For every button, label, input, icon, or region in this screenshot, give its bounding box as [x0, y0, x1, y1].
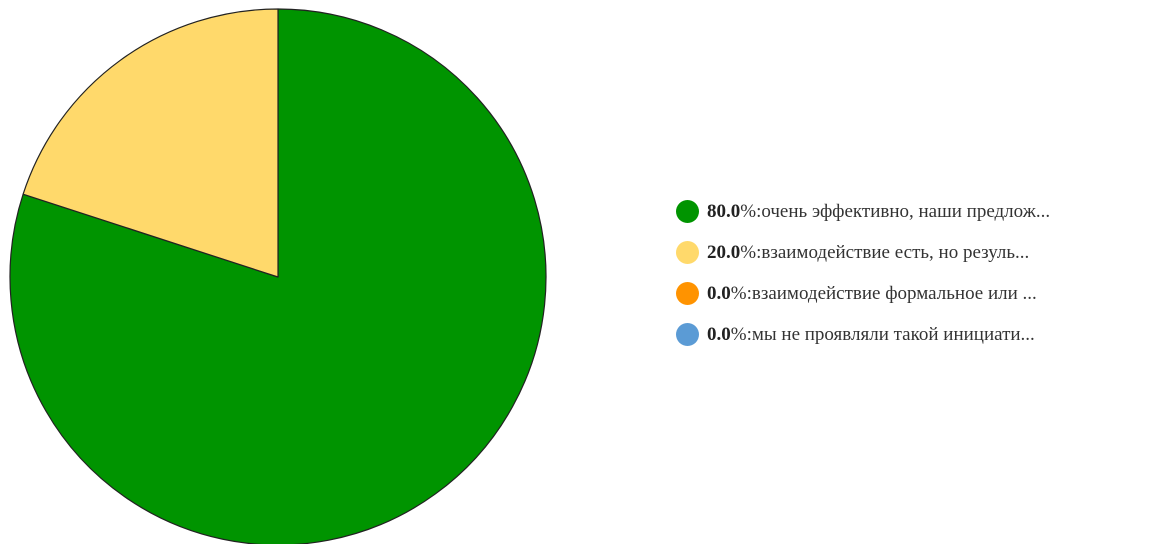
legend-dot-3 — [676, 323, 699, 346]
legend-dot-2 — [676, 282, 699, 305]
legend-percent-suffix-1: %: — [740, 241, 762, 263]
legend-item-0: 80.0%: очень эффективно, наши предлож... — [676, 200, 1156, 223]
legend-label-0: очень эффективно, наши предлож... — [761, 200, 1051, 222]
pie-slice-1 — [22, 8, 279, 278]
legend-label-3: мы не проявляли такой инициати... — [751, 323, 1035, 345]
legend-dot-0 — [676, 200, 699, 223]
legend-dot-1 — [676, 241, 699, 264]
legend-percent-suffix-3: %: — [730, 323, 752, 345]
legend-item-1: 20.0%: взаимодействие есть, но резуль... — [676, 241, 1156, 264]
legend-percent-1: 20.0 — [707, 241, 741, 263]
pie-chart — [9, 8, 547, 544]
legend-item-3: 0.0%: мы не проявляли такой инициати... — [676, 323, 1156, 346]
legend-label-1: взаимодействие есть, но резуль... — [761, 241, 1030, 263]
legend-percent-0: 80.0 — [707, 200, 741, 222]
legend-percent-suffix-2: %: — [730, 282, 752, 304]
legend-percent-2: 0.0 — [707, 282, 731, 304]
legend-percent-3: 0.0 — [707, 323, 731, 345]
legend-item-2: 0.0%: взаимодействие формальное или ... — [676, 282, 1156, 305]
chart-legend: 80.0%: очень эффективно, наши предлож...… — [676, 200, 1156, 364]
legend-label-2: взаимодействие формальное или ... — [751, 282, 1037, 304]
legend-percent-suffix-0: %: — [740, 200, 762, 222]
